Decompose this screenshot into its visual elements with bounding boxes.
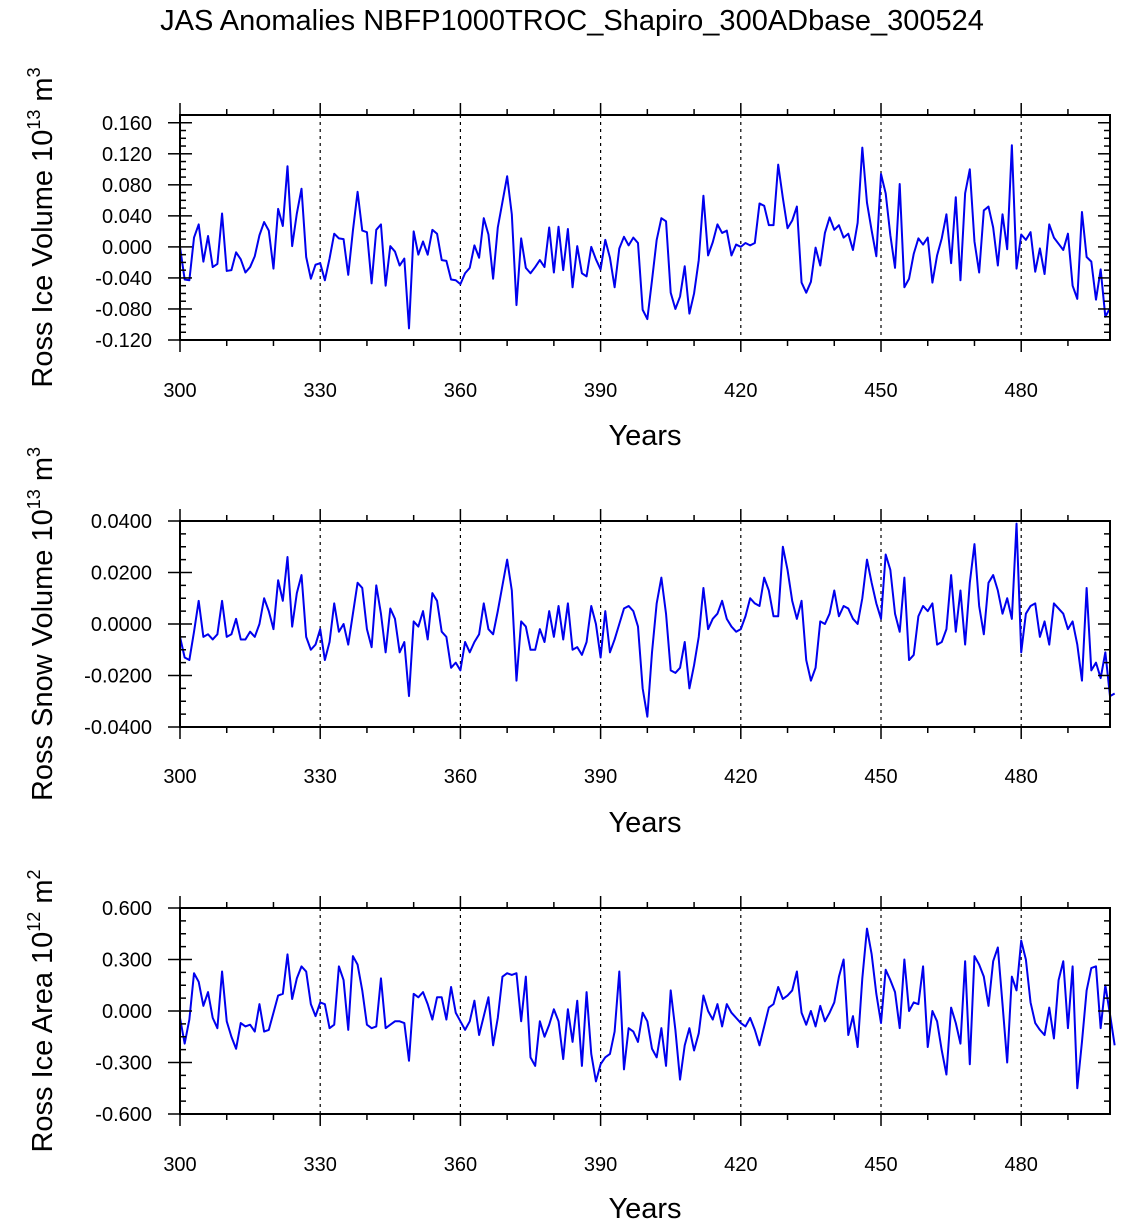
x-axis-label: Years: [608, 420, 681, 452]
x-tick-label: 330: [304, 380, 337, 402]
x-tick-label: 420: [724, 766, 757, 788]
y-tick-label: -0.0400: [84, 717, 152, 739]
x-axis-label: Years: [608, 807, 681, 839]
x-tick-label: 450: [864, 380, 897, 402]
y-tick-label: 0.0000: [91, 614, 152, 636]
y-tick-label: -0.0200: [84, 666, 152, 688]
y-axis-label: Ross Ice Volume 1013 m3: [24, 67, 59, 387]
series-line: [179, 522, 1116, 718]
chart-title: JAS Anomalies NBFP1000TROC_Shapiro_300AD…: [160, 5, 984, 37]
plot-frame: [179, 907, 1111, 1115]
y-tick-label: 0.080: [102, 175, 152, 197]
y-tick-label: -0.080: [95, 299, 152, 321]
x-tick-label: 360: [444, 380, 477, 402]
y-tick-label: -0.300: [95, 1053, 152, 1075]
plot-frame: [179, 114, 1111, 341]
y-axis-label: Ross Snow Volume 1013 m3: [24, 447, 59, 801]
plot-frame: [179, 520, 1111, 728]
x-tick-label: 450: [864, 766, 897, 788]
x-tick-label: 480: [1005, 1154, 1038, 1176]
x-tick-label: 300: [163, 1154, 196, 1176]
chart-panel-1: -0.120 -0.080 -0.040 0.000 0.040 0.080 0.120 0.…: [24, 67, 1111, 452]
y-tick-label: 0.0400: [91, 511, 152, 533]
y-tick-label: 0.0200: [91, 563, 152, 585]
x-tick-label: 300: [163, 380, 196, 402]
y-tick-label: 0.040: [102, 206, 152, 228]
y-tick-label: 0.160: [102, 113, 152, 135]
x-tick-label: 450: [864, 1154, 897, 1176]
x-tick-label: 480: [1005, 766, 1038, 788]
x-tick-label: 360: [444, 766, 477, 788]
y-tick-label: 0.600: [102, 898, 152, 920]
x-tick-label: 390: [584, 1154, 617, 1176]
y-tick-label: -0.600: [95, 1104, 152, 1126]
x-tick-label: 360: [444, 1154, 477, 1176]
x-tick-label: 330: [304, 1154, 337, 1176]
y-tick-label: 0.000: [102, 1001, 152, 1023]
series-line: [179, 927, 1116, 1090]
y-tick-label: -0.120: [95, 330, 152, 352]
y-tick-label: 0.000: [102, 237, 152, 259]
chart-panel-3: -0.600 -0.300 0.000 0.300 0.600 300 330 360 390 4…: [24, 869, 1116, 1225]
x-tick-label: 330: [304, 766, 337, 788]
y-axis-label: Ross Ice Area 1012 m2: [24, 869, 59, 1152]
x-tick-label: 300: [163, 766, 196, 788]
x-tick-label: 390: [584, 380, 617, 402]
x-axis-label: Years: [608, 1193, 681, 1225]
x-tick-label: 390: [584, 766, 617, 788]
series-line: [179, 144, 1111, 330]
chart-panel-2: -0.0400 -0.0200 0.0000 0.0200 0.0400 300 330 36…: [24, 447, 1116, 839]
y-tick-label: 0.300: [102, 950, 152, 972]
x-tick-label: 420: [724, 1154, 757, 1176]
x-tick-label: 480: [1005, 380, 1038, 402]
y-tick-label: -0.040: [95, 268, 152, 290]
x-tick-label: 420: [724, 380, 757, 402]
y-tick-label: 0.120: [102, 144, 152, 166]
